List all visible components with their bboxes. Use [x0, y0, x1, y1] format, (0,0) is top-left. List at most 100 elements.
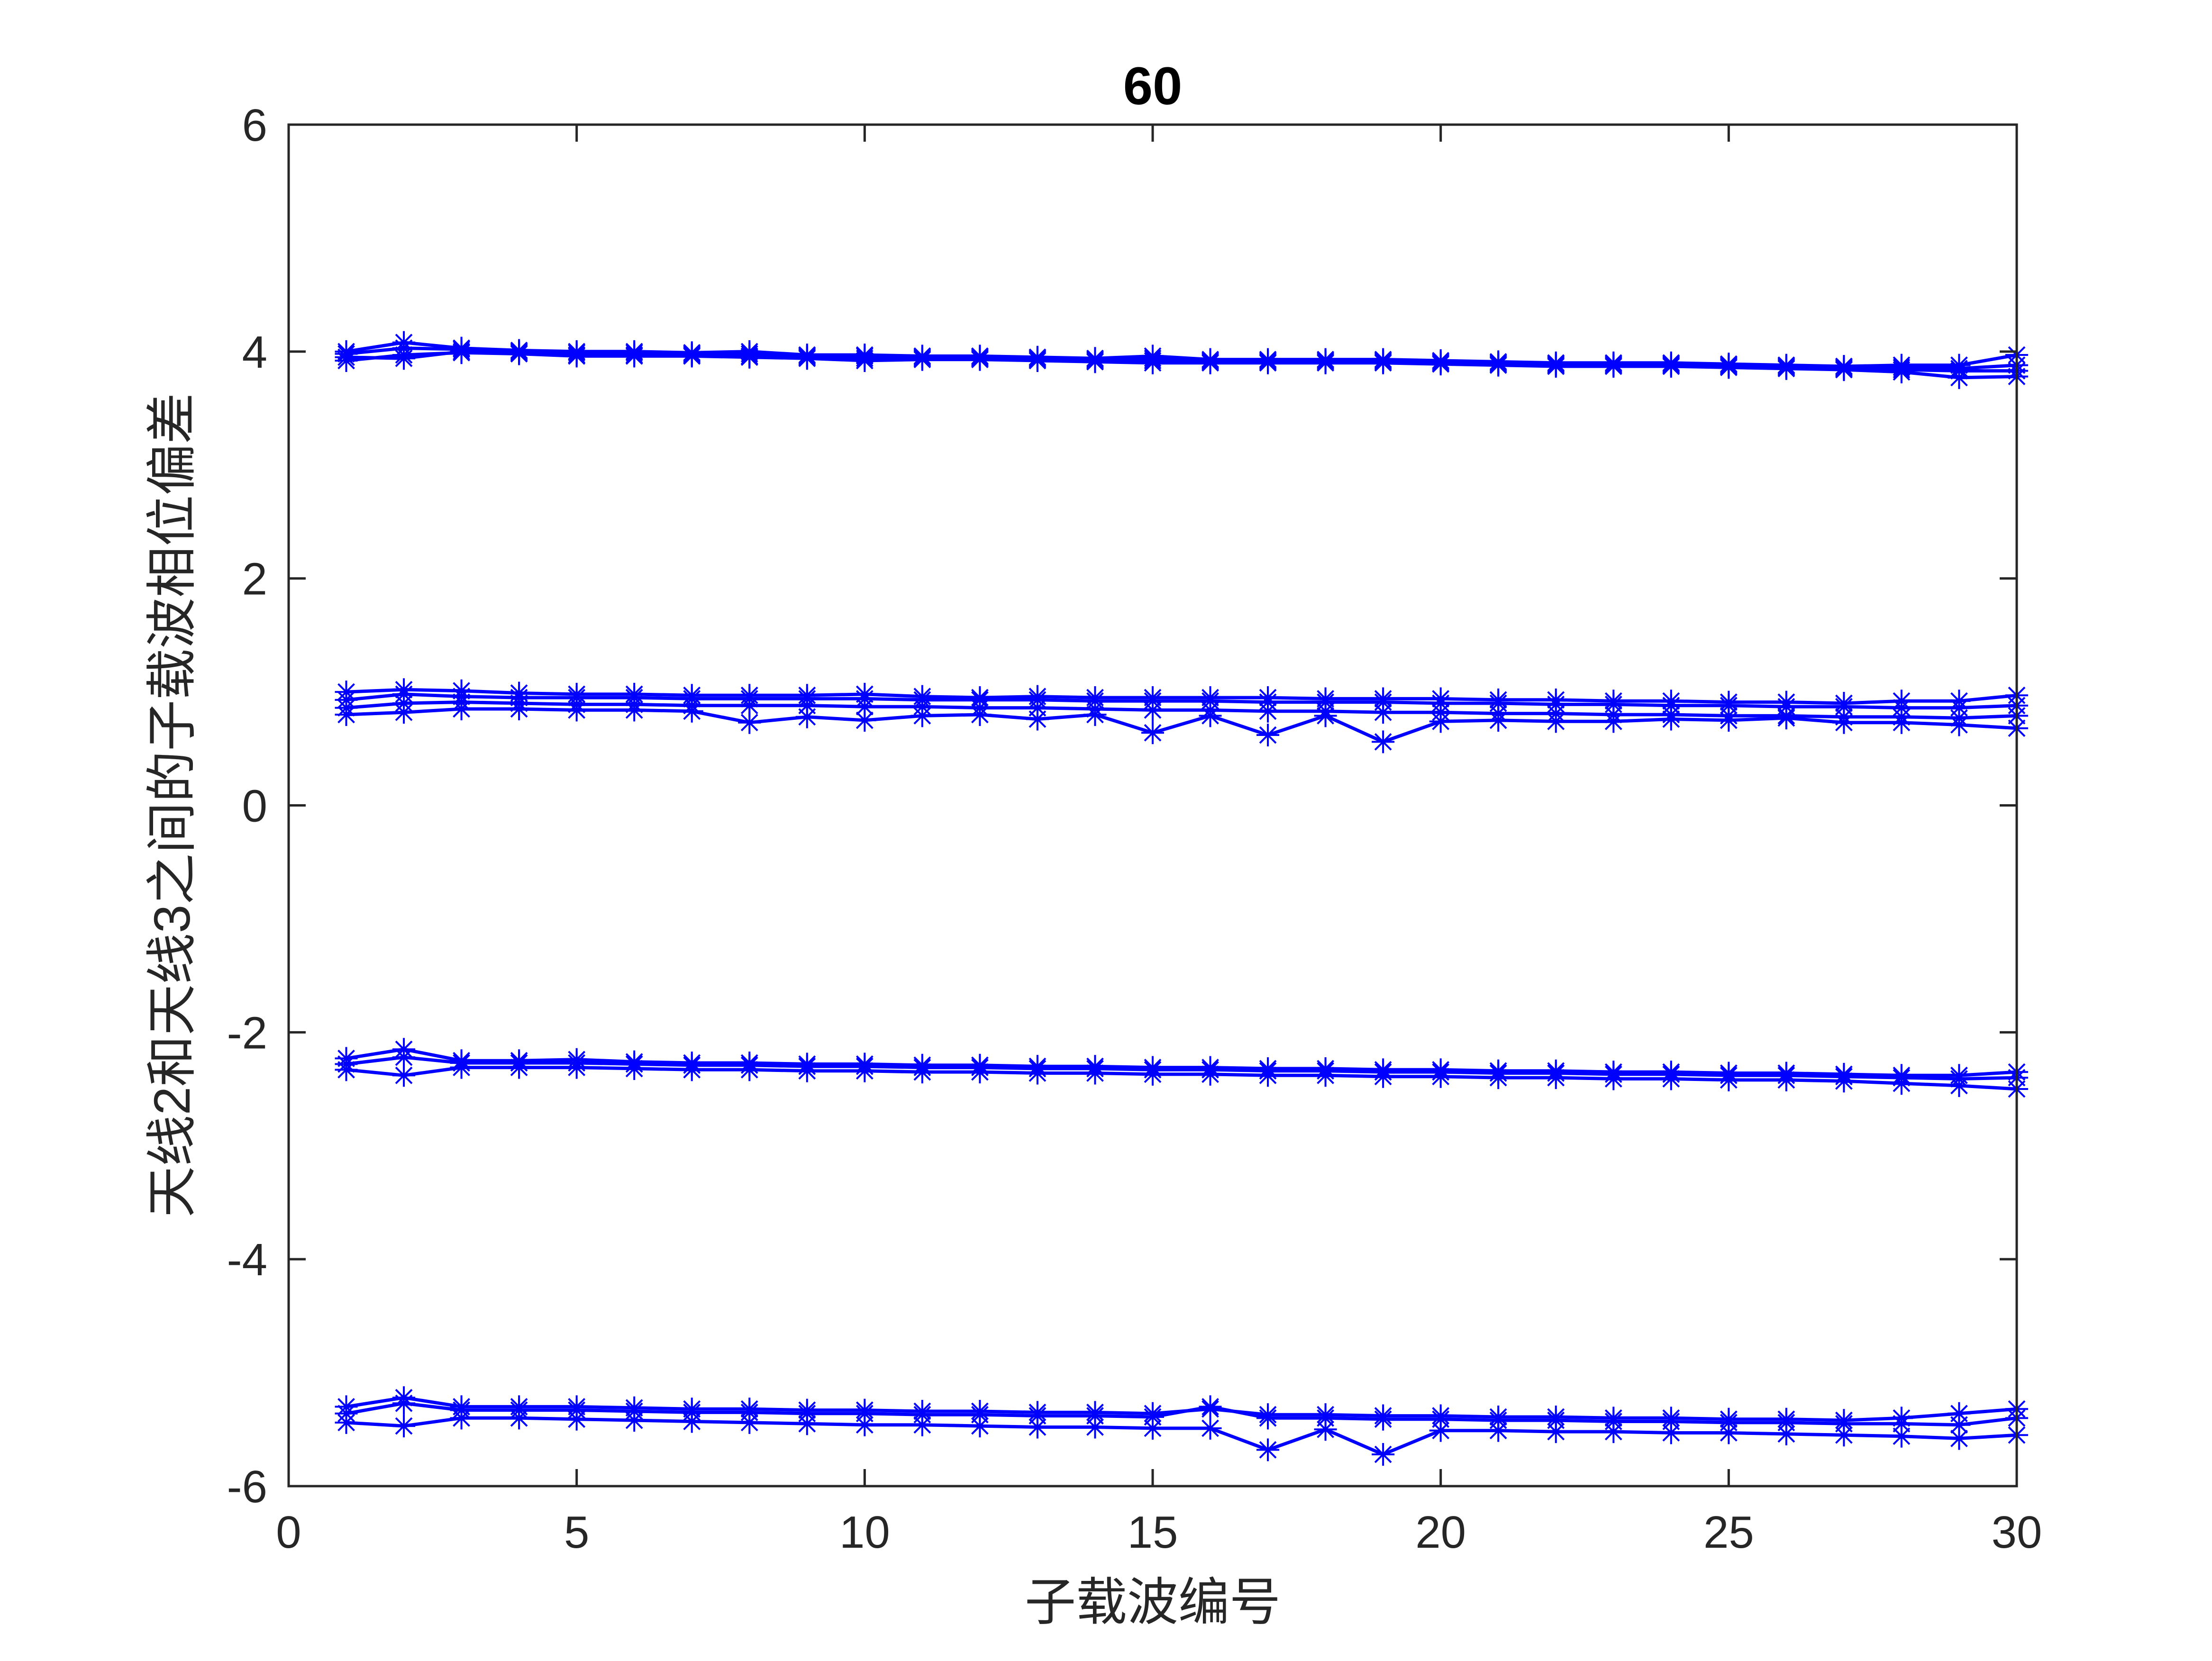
data-point-marker — [968, 345, 992, 368]
data-point-marker — [680, 684, 703, 707]
data-point-marker — [1890, 1425, 1913, 1448]
data-point-marker — [738, 1411, 761, 1434]
data-point-marker — [1544, 1059, 1567, 1082]
data-point-marker — [1890, 1064, 1913, 1087]
data-point-marker — [1429, 1419, 1452, 1442]
series-13 — [335, 1407, 2028, 1466]
data-point-marker — [1948, 690, 1971, 713]
data-point-marker — [392, 1415, 416, 1438]
data-point-marker — [450, 336, 473, 360]
data-point-marker — [968, 703, 992, 726]
data-point-marker — [1890, 711, 1913, 734]
data-point-marker — [1372, 730, 1395, 753]
data-point-marker — [1256, 724, 1280, 747]
data-point-marker — [1256, 348, 1280, 371]
data-point-marker — [1544, 688, 1567, 711]
data-point-marker — [910, 704, 934, 727]
x-tick-label: 10 — [839, 1507, 890, 1558]
data-point-marker — [1948, 713, 1971, 736]
data-point-marker — [1544, 351, 1567, 374]
data-point-marker — [1314, 1057, 1337, 1080]
data-point-marker — [1141, 1416, 1164, 1440]
data-point-marker — [1083, 347, 1107, 370]
data-point-marker — [1026, 1055, 1049, 1078]
chart-title: 60 — [1123, 56, 1183, 116]
data-point-marker — [1429, 710, 1452, 733]
data-point-marker — [910, 345, 934, 368]
data-point-marker — [1199, 348, 1222, 371]
data-point-marker — [853, 1398, 876, 1422]
data-point-marker — [1083, 1416, 1107, 1439]
data-point-marker — [910, 1399, 934, 1423]
data-point-marker — [565, 682, 588, 706]
data-point-marker — [1141, 686, 1164, 709]
data-point-marker — [680, 1410, 703, 1433]
data-point-marker — [1083, 686, 1107, 709]
data-point-marker — [853, 344, 876, 367]
data-point-marker — [1717, 708, 1740, 732]
data-point-marker — [795, 684, 819, 707]
data-point-marker — [1141, 699, 1164, 722]
data-point-marker — [1544, 1405, 1567, 1428]
data-point-marker — [1659, 690, 1683, 713]
data-point-marker — [565, 340, 588, 363]
data-point-marker — [508, 1049, 531, 1072]
data-point-marker — [1602, 690, 1625, 713]
data-point-marker — [1141, 1402, 1164, 1425]
data-point-marker — [1256, 1438, 1280, 1461]
data-point-marker — [1775, 690, 1798, 714]
data-point-marker — [1429, 1058, 1452, 1081]
data-point-marker — [1948, 1427, 1971, 1450]
y-tick-label: -6 — [227, 1461, 267, 1512]
data-point-marker — [1429, 687, 1452, 710]
data-point-marker — [450, 1049, 473, 1072]
data-point-marker — [1832, 1062, 1856, 1086]
data-point-marker — [1602, 710, 1625, 733]
data-point-marker — [335, 681, 358, 704]
data-point-marker — [1487, 688, 1510, 711]
data-point-marker — [1487, 1405, 1510, 1428]
data-point-marker — [738, 1398, 761, 1421]
data-point-marker — [1372, 701, 1395, 724]
data-point-marker — [392, 1064, 416, 1087]
data-point-marker — [1948, 354, 1971, 377]
data-point-marker — [1602, 351, 1625, 374]
data-point-marker — [392, 1386, 416, 1409]
ticks-layer: 0 5 10 15 20 25 30 -6 -4 -2 0 2 4 6 — [227, 100, 2042, 1558]
data-point-marker — [1199, 704, 1222, 727]
data-point-marker — [795, 1398, 819, 1422]
data-point-marker — [795, 705, 819, 728]
data-point-marker — [1890, 1407, 1913, 1430]
data-point-marker — [1199, 686, 1222, 709]
data-point-marker — [968, 686, 992, 709]
data-point-marker — [392, 1038, 416, 1061]
data-point-marker — [392, 701, 416, 724]
data-point-marker — [1314, 1418, 1337, 1441]
x-axis-label: 子载波编号 — [1025, 1573, 1281, 1631]
data-point-marker — [680, 1051, 703, 1074]
data-point-marker — [910, 685, 934, 708]
y-tick-label: 4 — [242, 327, 267, 378]
data-point-marker — [1083, 1401, 1107, 1424]
plot-box — [287, 123, 2018, 1488]
series-11 — [335, 1038, 2028, 1087]
data-point-marker — [1890, 354, 1913, 377]
data-point-marker — [910, 1413, 934, 1436]
data-point-marker — [1717, 1062, 1740, 1085]
data-point-marker — [565, 1395, 588, 1418]
data-point-marker — [1314, 687, 1337, 710]
data-point-marker — [1487, 350, 1510, 373]
data-point-marker — [853, 1413, 876, 1436]
data-point-marker — [1775, 1422, 1798, 1445]
data-point-marker — [853, 708, 876, 732]
data-point-marker — [1372, 348, 1395, 371]
y-tick-label: -2 — [227, 1007, 267, 1058]
data-point-marker — [795, 1412, 819, 1435]
data-point-marker — [1832, 711, 1856, 734]
data-point-marker — [1372, 1404, 1395, 1427]
data-point-marker — [1775, 1062, 1798, 1085]
data-point-marker — [623, 682, 646, 706]
data-point-marker — [1199, 1398, 1222, 1421]
data-point-marker — [335, 1395, 358, 1418]
data-point-marker — [795, 344, 819, 367]
